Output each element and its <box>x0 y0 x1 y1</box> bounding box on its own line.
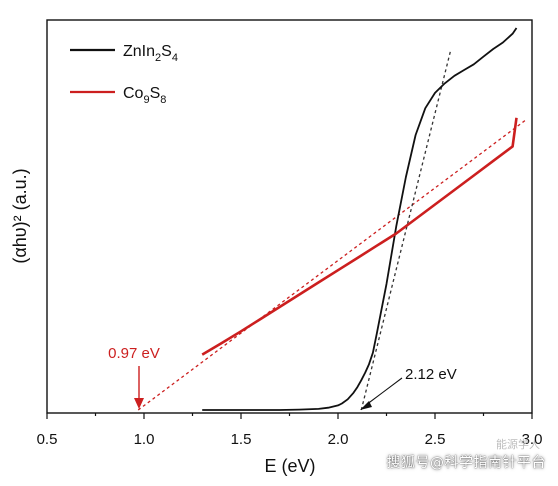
annotation-arrowhead-212 <box>360 401 372 410</box>
x-tick-label-1: 1.0 <box>134 431 155 448</box>
annotation-label-097: 0.97 eV <box>108 345 160 362</box>
fit-line-znin2s4 <box>360 50 452 411</box>
legend: ZnIn2S4 Co9S8 <box>70 43 178 106</box>
series-line-co9s8 <box>201 117 518 356</box>
legend-label-co9s8: Co9S8 <box>123 85 166 106</box>
annotation-label-212: 2.12 eV <box>405 366 457 383</box>
x-tick-label-4: 2.5 <box>425 431 446 448</box>
annotation-co9s8-gap: 0.97 eV <box>108 345 160 409</box>
annotation-arrowhead-097 <box>134 398 144 409</box>
watermark: 搜狐号@科学指南针平台 <box>386 455 546 471</box>
x-axis-ticks <box>46 413 533 419</box>
x-axis-title: E (eV) <box>264 456 315 476</box>
x-tick-label-3: 2.0 <box>328 431 349 448</box>
series-lines <box>201 27 518 411</box>
watermark-top: 能源学人 <box>496 438 540 451</box>
fit-lines <box>137 50 527 411</box>
legend-label-znin2s4: ZnIn2S4 <box>123 43 178 64</box>
y-axis-title: (αhυ)² (a.u.) <box>10 168 30 263</box>
x-tick-label-0: 0.5 <box>37 431 58 448</box>
fit-line-co9s8 <box>137 119 527 411</box>
annotation-arrow-212 <box>365 377 403 406</box>
x-tick-label-2: 1.5 <box>231 431 252 448</box>
series-line-znin2s4 <box>202 27 518 411</box>
annotation-znin2s4-gap: 2.12 eV <box>360 366 457 410</box>
x-tick-label-5: 3.0 <box>522 431 543 448</box>
